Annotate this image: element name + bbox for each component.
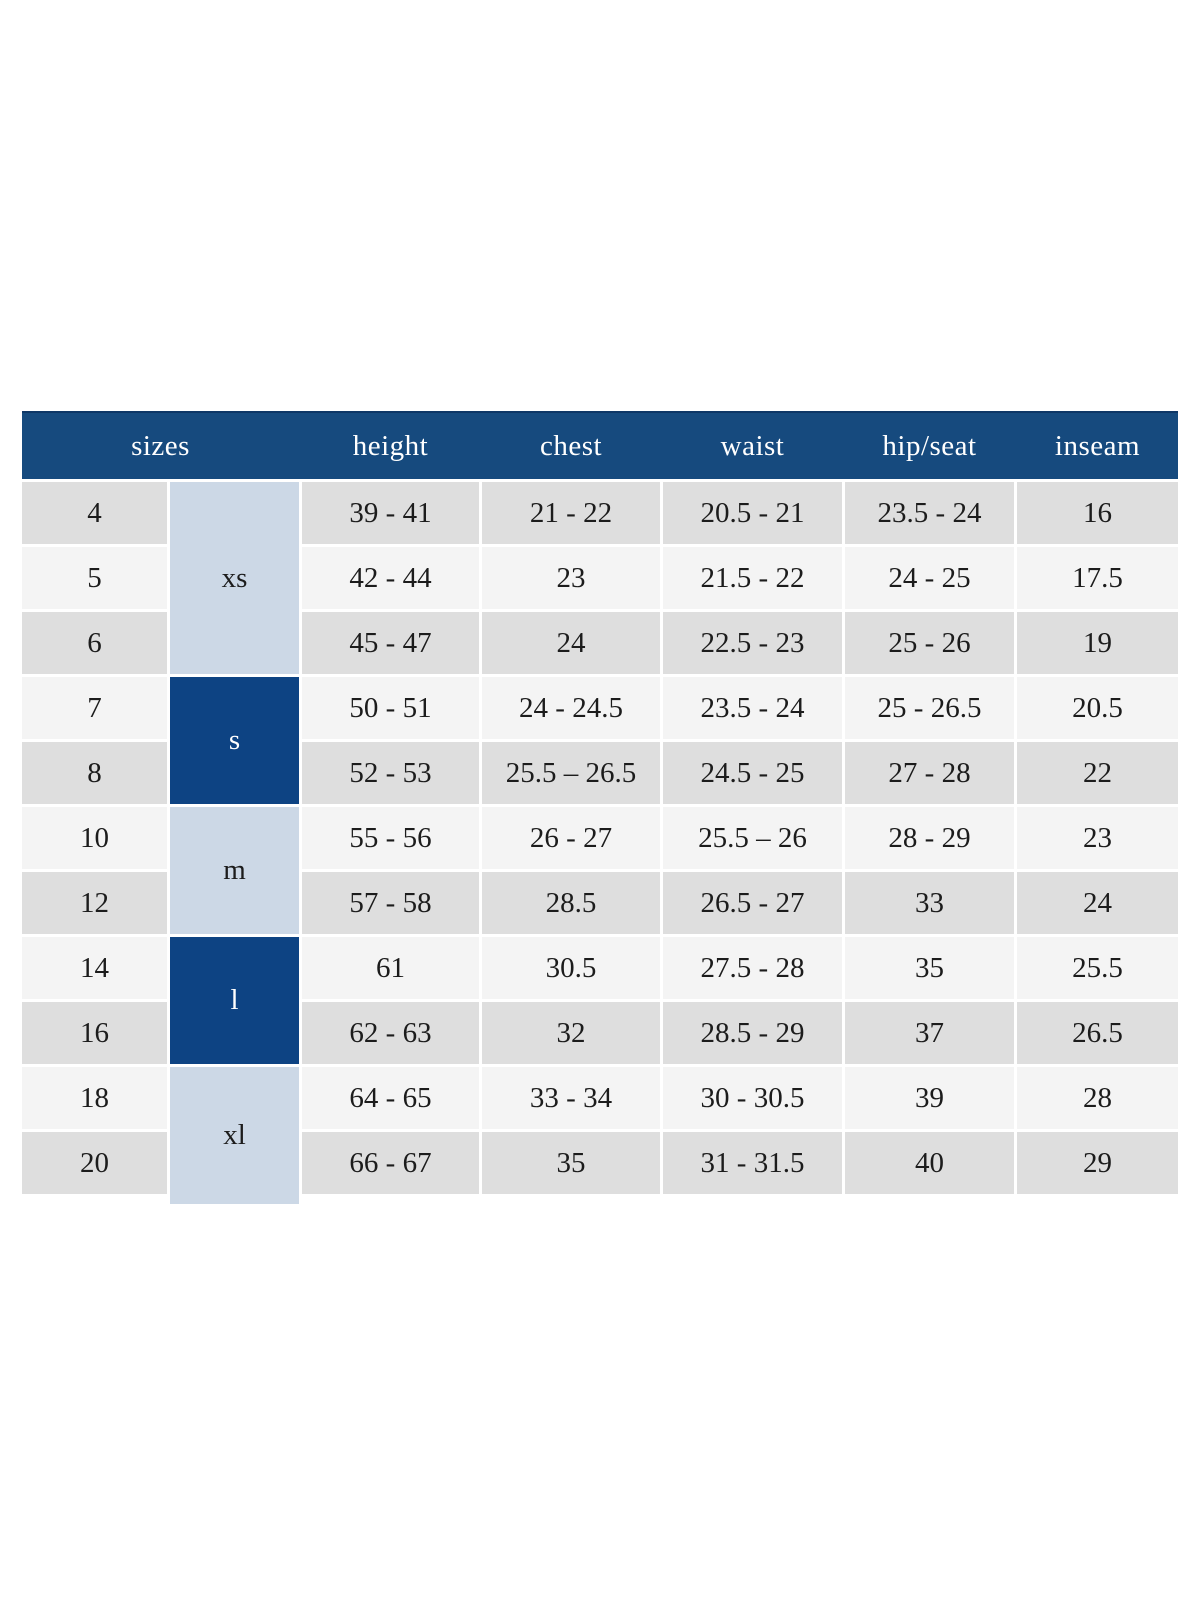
size-number-cell: 12	[22, 872, 167, 934]
height-cell: 45 - 47	[302, 612, 479, 674]
size-number-cell: 10	[22, 807, 167, 869]
height-cell: 42 - 44	[302, 547, 479, 609]
height-cell: 64 - 65	[302, 1067, 479, 1129]
hip-seat-cell: 40	[845, 1132, 1014, 1194]
chest-cell: 35	[482, 1132, 660, 1194]
hip-seat-cell: 39	[845, 1067, 1014, 1129]
header-chest: chest	[539, 429, 603, 462]
size-number-cell: 5	[22, 547, 167, 609]
hip-seat-cell: 23.5 - 24	[845, 482, 1014, 544]
table-header-row: sizes height chest waist hip/seat inseam	[22, 411, 1178, 479]
chest-cell: 24 - 24.5	[482, 677, 660, 739]
waist-cell: 21.5 - 22	[663, 547, 842, 609]
size-number-cell: 18	[22, 1067, 167, 1129]
chest-cell: 25.5 – 26.5	[482, 742, 660, 804]
size-number-cell: 14	[22, 937, 167, 999]
chest-cell: 23	[482, 547, 660, 609]
size-letter-cell: l	[170, 937, 299, 1064]
header-waist: waist	[720, 429, 785, 462]
inseam-cell: 29	[1017, 1132, 1178, 1194]
hip-seat-cell: 24 - 25	[845, 547, 1014, 609]
chest-cell: 21 - 22	[482, 482, 660, 544]
hip-seat-cell: 27 - 28	[845, 742, 1014, 804]
inseam-cell: 19	[1017, 612, 1178, 674]
header-hip-seat: hip/seat	[882, 429, 977, 462]
inseam-cell: 23	[1017, 807, 1178, 869]
hip-seat-cell: 35	[845, 937, 1014, 999]
waist-cell: 22.5 - 23	[663, 612, 842, 674]
inseam-cell: 22	[1017, 742, 1178, 804]
hip-seat-cell: 25 - 26	[845, 612, 1014, 674]
height-cell: 55 - 56	[302, 807, 479, 869]
waist-cell: 30 - 30.5	[663, 1067, 842, 1129]
size-number-cell: 20	[22, 1132, 167, 1194]
inseam-cell: 28	[1017, 1067, 1178, 1129]
header-height: height	[352, 429, 429, 462]
inseam-cell: 17.5	[1017, 547, 1178, 609]
chest-cell: 26 - 27	[482, 807, 660, 869]
header-sizes: sizes	[131, 429, 190, 462]
waist-cell: 23.5 - 24	[663, 677, 842, 739]
height-cell: 50 - 51	[302, 677, 479, 739]
size-number-cell: 8	[22, 742, 167, 804]
height-cell: 57 - 58	[302, 872, 479, 934]
chest-cell: 28.5	[482, 872, 660, 934]
height-cell: 39 - 41	[302, 482, 479, 544]
height-cell: 52 - 53	[302, 742, 479, 804]
chest-cell: 33 - 34	[482, 1067, 660, 1129]
waist-cell: 27.5 - 28	[663, 937, 842, 999]
hip-seat-cell: 28 - 29	[845, 807, 1014, 869]
inseam-cell: 16	[1017, 482, 1178, 544]
height-cell: 62 - 63	[302, 1002, 479, 1064]
size-chart-table: sizes height chest waist hip/seat inseam…	[22, 411, 1178, 1204]
hip-seat-cell: 33	[845, 872, 1014, 934]
waist-cell: 31 - 31.5	[663, 1132, 842, 1194]
size-letter-cell: s	[170, 677, 299, 804]
inseam-cell: 26.5	[1017, 1002, 1178, 1064]
inseam-cell: 24	[1017, 872, 1178, 934]
size-letter-cell: xs	[170, 482, 299, 674]
inseam-cell: 25.5	[1017, 937, 1178, 999]
height-cell: 66 - 67	[302, 1132, 479, 1194]
height-cell: 61	[302, 937, 479, 999]
size-number-cell: 16	[22, 1002, 167, 1064]
hip-seat-cell: 25 - 26.5	[845, 677, 1014, 739]
waist-cell: 20.5 - 21	[663, 482, 842, 544]
header-inseam: inseam	[1054, 429, 1141, 462]
chest-cell: 32	[482, 1002, 660, 1064]
waist-cell: 24.5 - 25	[663, 742, 842, 804]
size-number-cell: 6	[22, 612, 167, 674]
chest-cell: 24	[482, 612, 660, 674]
hip-seat-cell: 37	[845, 1002, 1014, 1064]
waist-cell: 25.5 – 26	[663, 807, 842, 869]
size-number-cell: 4	[22, 482, 167, 544]
size-letter-cell: m	[170, 807, 299, 934]
size-letter-cell: xl	[170, 1067, 299, 1204]
size-number-cell: 7	[22, 677, 167, 739]
chest-cell: 30.5	[482, 937, 660, 999]
waist-cell: 26.5 - 27	[663, 872, 842, 934]
waist-cell: 28.5 - 29	[663, 1002, 842, 1064]
inseam-cell: 20.5	[1017, 677, 1178, 739]
